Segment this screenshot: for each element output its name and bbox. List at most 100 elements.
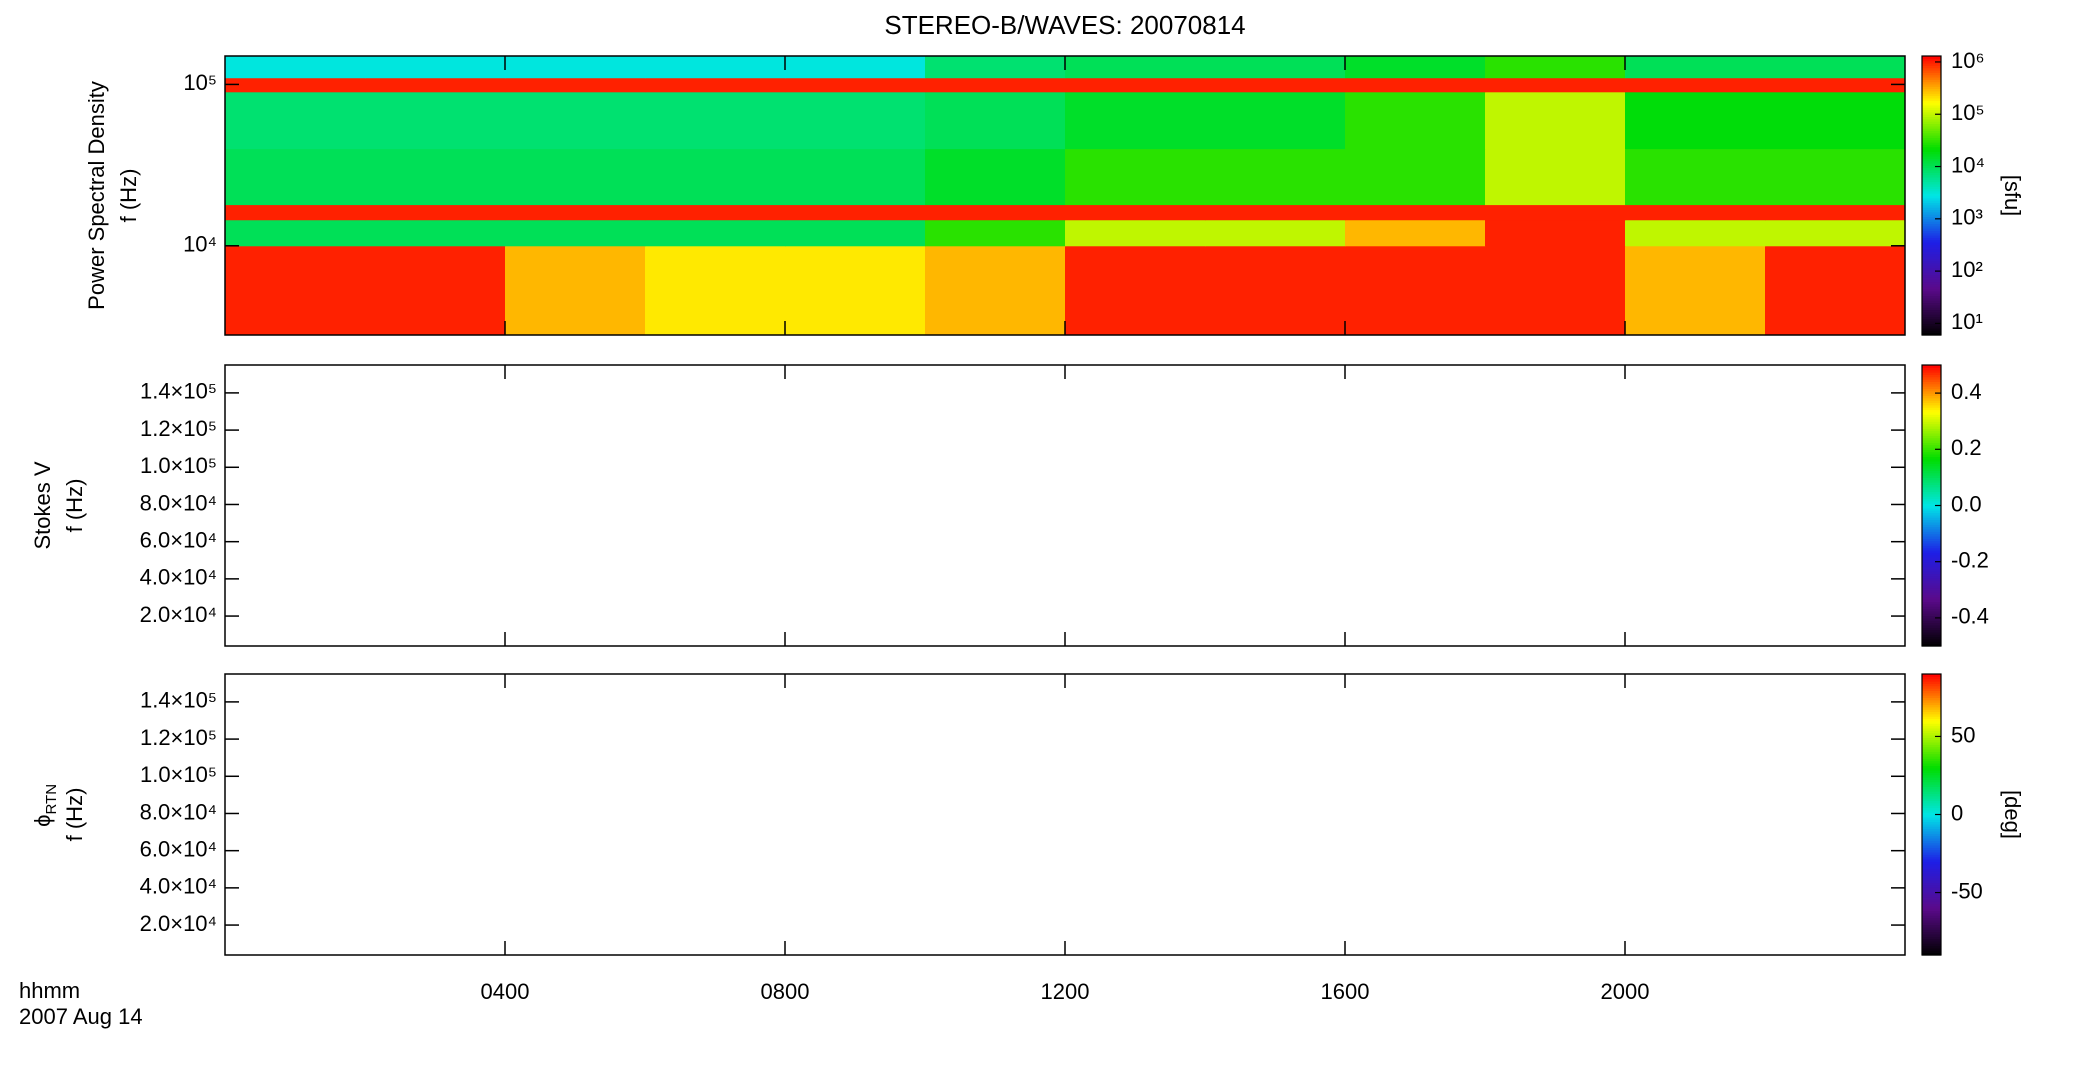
- y-axis-quantity: ϕ: [30, 815, 55, 827]
- colorbar-segment: [1922, 887, 1941, 891]
- heatmap-cell: [225, 91, 366, 150]
- colorbar-segment: [1922, 847, 1941, 851]
- heatmap-cell: [1485, 77, 1626, 93]
- colorbar-segment: [1922, 549, 1941, 553]
- colorbar-segment: [1922, 423, 1941, 427]
- colorbar-segment: [1922, 221, 1941, 224]
- colorbar-segment: [1922, 248, 1941, 252]
- colorbar-segment: [1922, 734, 1941, 738]
- colorbar-segment: [1922, 149, 1941, 152]
- colorbar-segment: [1922, 111, 1941, 115]
- heatmap-cell: [1065, 91, 1206, 150]
- colorbar-segment: [1922, 321, 1941, 324]
- colorbar-segment: [1922, 218, 1941, 222]
- colorbar-segment: [1922, 62, 1941, 66]
- colorbar-segment: [1922, 128, 1941, 131]
- colorbar-segment: [1922, 755, 1941, 759]
- colorbar-segment: [1922, 69, 1941, 73]
- colorbar-segment: [1922, 116, 1941, 120]
- colorbar-segment: [1922, 404, 1941, 408]
- colorbar-segment: [1922, 779, 1941, 783]
- colorbar-segment: [1922, 788, 1941, 792]
- colorbar-segment: [1922, 692, 1941, 696]
- colorbar-segment: [1922, 411, 1941, 415]
- colorbar-segment: [1922, 910, 1941, 914]
- colorbar-segment: [1922, 304, 1941, 308]
- colorbar-segment: [1922, 624, 1941, 628]
- colorbar-segment: [1922, 390, 1941, 394]
- colorbar-segment: [1922, 330, 1941, 334]
- colorbar-segment: [1922, 118, 1941, 122]
- colorbar-segment: [1922, 620, 1941, 624]
- colorbar-segment: [1922, 239, 1941, 243]
- colorbar-segment: [1922, 842, 1941, 846]
- colorbar-segment: [1922, 232, 1941, 236]
- colorbar-tick-label: 0.2: [1951, 435, 1982, 460]
- heatmap-cell: [365, 148, 506, 206]
- colorbar-segment: [1922, 678, 1941, 682]
- heatmap-cell: [1065, 245, 1206, 336]
- colorbar-segment: [1922, 475, 1941, 478]
- colorbar-segment: [1922, 629, 1941, 633]
- colorbar-segment: [1922, 535, 1941, 539]
- colorbar-segment: [1922, 931, 1941, 935]
- figure-title: STEREO-B/WAVES: 20070814: [884, 10, 1245, 40]
- heatmap-cell: [365, 219, 506, 247]
- colorbar-segment: [1922, 449, 1941, 453]
- colorbar-segment: [1922, 608, 1941, 612]
- colorbar-segment: [1922, 97, 1941, 101]
- y-axis-unit: f (Hz): [62, 788, 87, 842]
- colorbar-segment: [1922, 139, 1941, 143]
- heatmap-cell: [785, 148, 926, 206]
- colorbar-segment: [1922, 587, 1941, 591]
- colorbar-segment: [1922, 793, 1941, 797]
- heatmap-cell: [225, 245, 366, 336]
- colorbar-segment: [1922, 465, 1941, 469]
- colorbar-segment: [1922, 716, 1941, 720]
- colorbar-segment: [1922, 723, 1941, 727]
- colorbar-tick-label: 10⁵: [1951, 100, 1985, 125]
- colorbar-segment: [1922, 798, 1941, 802]
- colorbar-segment: [1922, 409, 1941, 413]
- heatmap-cell: [1345, 56, 1486, 79]
- colorbar-segment: [1922, 107, 1941, 111]
- heatmap-cell: [365, 204, 506, 221]
- colorbar-segment: [1922, 325, 1941, 329]
- colorbar-segment: [1922, 683, 1941, 687]
- colorbar-segment: [1922, 863, 1941, 867]
- colorbar-segment: [1922, 702, 1941, 706]
- colorbar-segment: [1922, 328, 1941, 331]
- colorbar-segment: [1922, 545, 1941, 549]
- colorbar-segment: [1922, 919, 1941, 923]
- colorbar-segment: [1922, 704, 1941, 708]
- colorbar-segment: [1922, 439, 1941, 443]
- colorbar-segment: [1922, 463, 1941, 467]
- heatmap-cell: [225, 56, 366, 79]
- colorbar-segment: [1922, 484, 1941, 488]
- heatmap-cell: [1345, 245, 1486, 336]
- colorbar-segment: [1922, 197, 1941, 201]
- colorbar-segment: [1922, 446, 1941, 450]
- heatmap-cell: [1205, 219, 1346, 247]
- colorbar-segment: [1922, 894, 1941, 898]
- colorbar-segment: [1922, 251, 1941, 255]
- y-tick-label: 10⁴: [183, 232, 217, 257]
- colorbar-segment: [1922, 526, 1941, 530]
- colorbar-tick-label: 50: [1951, 722, 1975, 747]
- colorbar-segment: [1922, 425, 1941, 429]
- colorbar-segment: [1922, 209, 1941, 213]
- heatmap-cell: [1765, 77, 1906, 93]
- colorbar-segment: [1922, 267, 1941, 271]
- colorbar-segment: [1922, 571, 1941, 575]
- heatmap-cell: [925, 148, 1066, 206]
- y-tick-label: 8.0×10⁴: [140, 799, 217, 824]
- y-axis-title: f (Hz): [62, 788, 87, 842]
- x-tick-label: 1600: [1321, 979, 1370, 1004]
- y-tick-label: 10⁵: [183, 70, 217, 95]
- colorbar-segment: [1922, 228, 1941, 231]
- heatmap-cell: [1205, 245, 1346, 336]
- colorbar-segment: [1922, 631, 1941, 635]
- heatmap-cell: [785, 91, 926, 150]
- colorbar-segment: [1922, 732, 1941, 736]
- colorbar-segment: [1922, 844, 1941, 848]
